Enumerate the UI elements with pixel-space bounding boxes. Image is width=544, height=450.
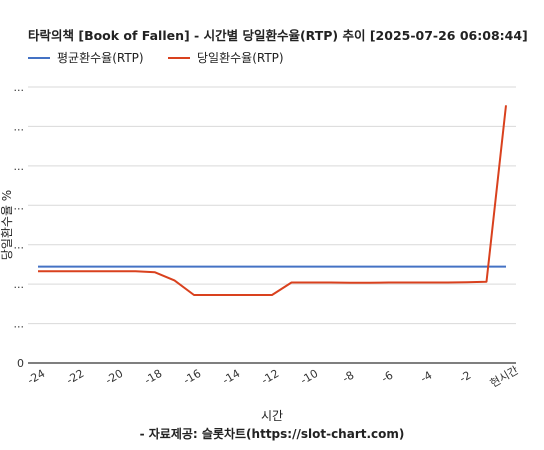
x-tick-label: -2: [457, 369, 473, 386]
y-axis-ticks: 0.....................: [14, 81, 25, 370]
y-tick-label: 0: [17, 357, 24, 370]
x-tick-label: -20: [103, 367, 125, 387]
x-tick-label: -6: [379, 369, 395, 386]
y-tick-label: ...: [14, 199, 25, 212]
legend-label-daily: 당일환수율(RTP): [197, 51, 284, 65]
series-lines: [38, 105, 507, 296]
x-tick-label: -22: [64, 367, 86, 387]
y-tick-label: ...: [14, 318, 25, 331]
y-tick-label: ...: [14, 278, 25, 291]
chart-title: 타락의책 [Book of Fallen] - 시간별 당일환수율(RTP) 추…: [28, 28, 528, 43]
x-tick-label: -4: [418, 369, 434, 386]
x-axis-title: 시간: [261, 409, 283, 423]
y-tick-label: ...: [14, 239, 25, 252]
x-tick-label: -8: [340, 369, 356, 386]
source-credit: - 자료제공: 슬롯차트(https://slot-chart.com): [140, 426, 405, 441]
legend-label-average: 평균환수율(RTP): [57, 51, 144, 65]
grid: [28, 86, 516, 364]
x-tick-label: -24: [25, 367, 47, 387]
y-axis-title: 당일환수율 %: [0, 190, 14, 260]
x-tick-label: -14: [220, 367, 242, 387]
y-tick-label: ...: [14, 120, 25, 133]
x-axis-ticks: -24 -22 -20 -18 -16 -14 -12 -10 -8 -6 -4 -2 현시간: [25, 364, 520, 390]
x-tick-label: -12: [259, 367, 281, 387]
y-tick-label: ...: [14, 81, 25, 94]
x-tick-label: -10: [298, 367, 320, 387]
y-tick-label: ...: [14, 160, 25, 173]
x-tick-label: 현시간: [488, 364, 521, 390]
legend: 평균환수율(RTP) 당일환수율(RTP): [28, 51, 284, 65]
x-tick-label: -18: [142, 367, 164, 387]
series-line-daily: [38, 105, 507, 296]
x-tick-label: -16: [181, 367, 203, 387]
